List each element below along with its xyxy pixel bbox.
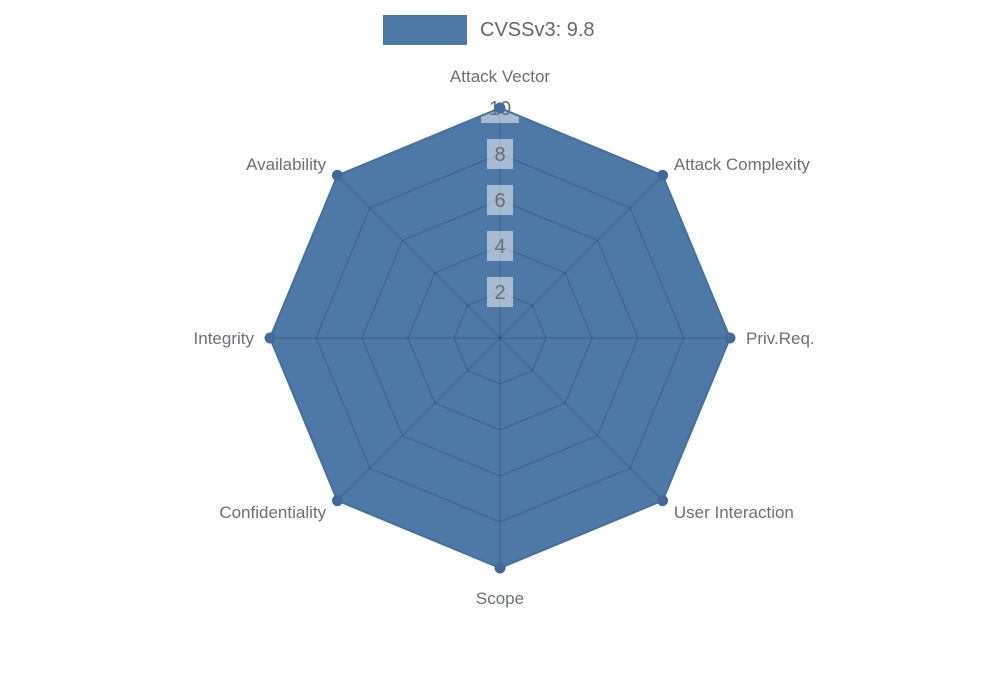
tick-label-6: 6 [494, 190, 505, 212]
tick-box-6 [487, 185, 513, 215]
tick-box-8 [487, 139, 513, 169]
tick-labels: 246810 [481, 93, 519, 307]
grid-ring-8 [315, 153, 685, 523]
vertex-marker-attack-complexity[interactable] [657, 169, 669, 181]
grid-ring-6 [361, 199, 639, 477]
axis-spoke-attack-complexity [499, 174, 664, 339]
vertex-marker-integrity[interactable] [264, 332, 276, 344]
vertex-marker-attack-vector[interactable] [494, 102, 506, 114]
axis-spoke-user-interaction [499, 337, 664, 502]
vertex-marker-confidentiality[interactable] [331, 495, 343, 507]
tick-label-2: 2 [494, 282, 505, 304]
axis-spoke-confidentiality [336, 337, 501, 502]
tick-label-8: 8 [494, 144, 505, 166]
legend-item-cvssv3[interactable]: CVSSv3: 9.8 [383, 15, 595, 45]
axis-label-confidentiality: Confidentiality [219, 503, 326, 522]
tick-label-4: 4 [494, 236, 505, 258]
series-line[interactable] [264, 102, 736, 574]
axis-label-priv-req: Priv.Req. [746, 329, 815, 348]
tick-box-2 [487, 277, 513, 307]
axis-label-attack-complexity: Attack Complexity [674, 155, 811, 174]
legend-label: CVSSv3: 9.8 [480, 19, 595, 41]
axis-label-availability: Availability [246, 155, 327, 174]
axis-label-integrity: Integrity [194, 329, 255, 348]
axis-spoke-availability [336, 174, 501, 339]
axis-label-attack-vector: Attack Vector [450, 67, 550, 86]
legend-swatch [383, 15, 467, 45]
vertex-marker-user-interaction[interactable] [657, 495, 669, 507]
vertex-marker-availability[interactable] [331, 169, 343, 181]
axis-label-scope: Scope [476, 589, 524, 608]
axis-labels: Attack Vector Attack Complexity Priv.Req. U… [194, 67, 815, 608]
axis-label-user-interaction: User Interaction [674, 503, 794, 522]
series-fill [270, 108, 730, 568]
vertex-marker-priv-req[interactable] [724, 332, 736, 344]
tick-box-4 [487, 231, 513, 261]
vertex-marker-scope[interactable] [494, 562, 506, 574]
grid-ring-2 [453, 291, 547, 385]
series-area[interactable] [270, 108, 730, 568]
grid-ring-4 [407, 245, 593, 431]
